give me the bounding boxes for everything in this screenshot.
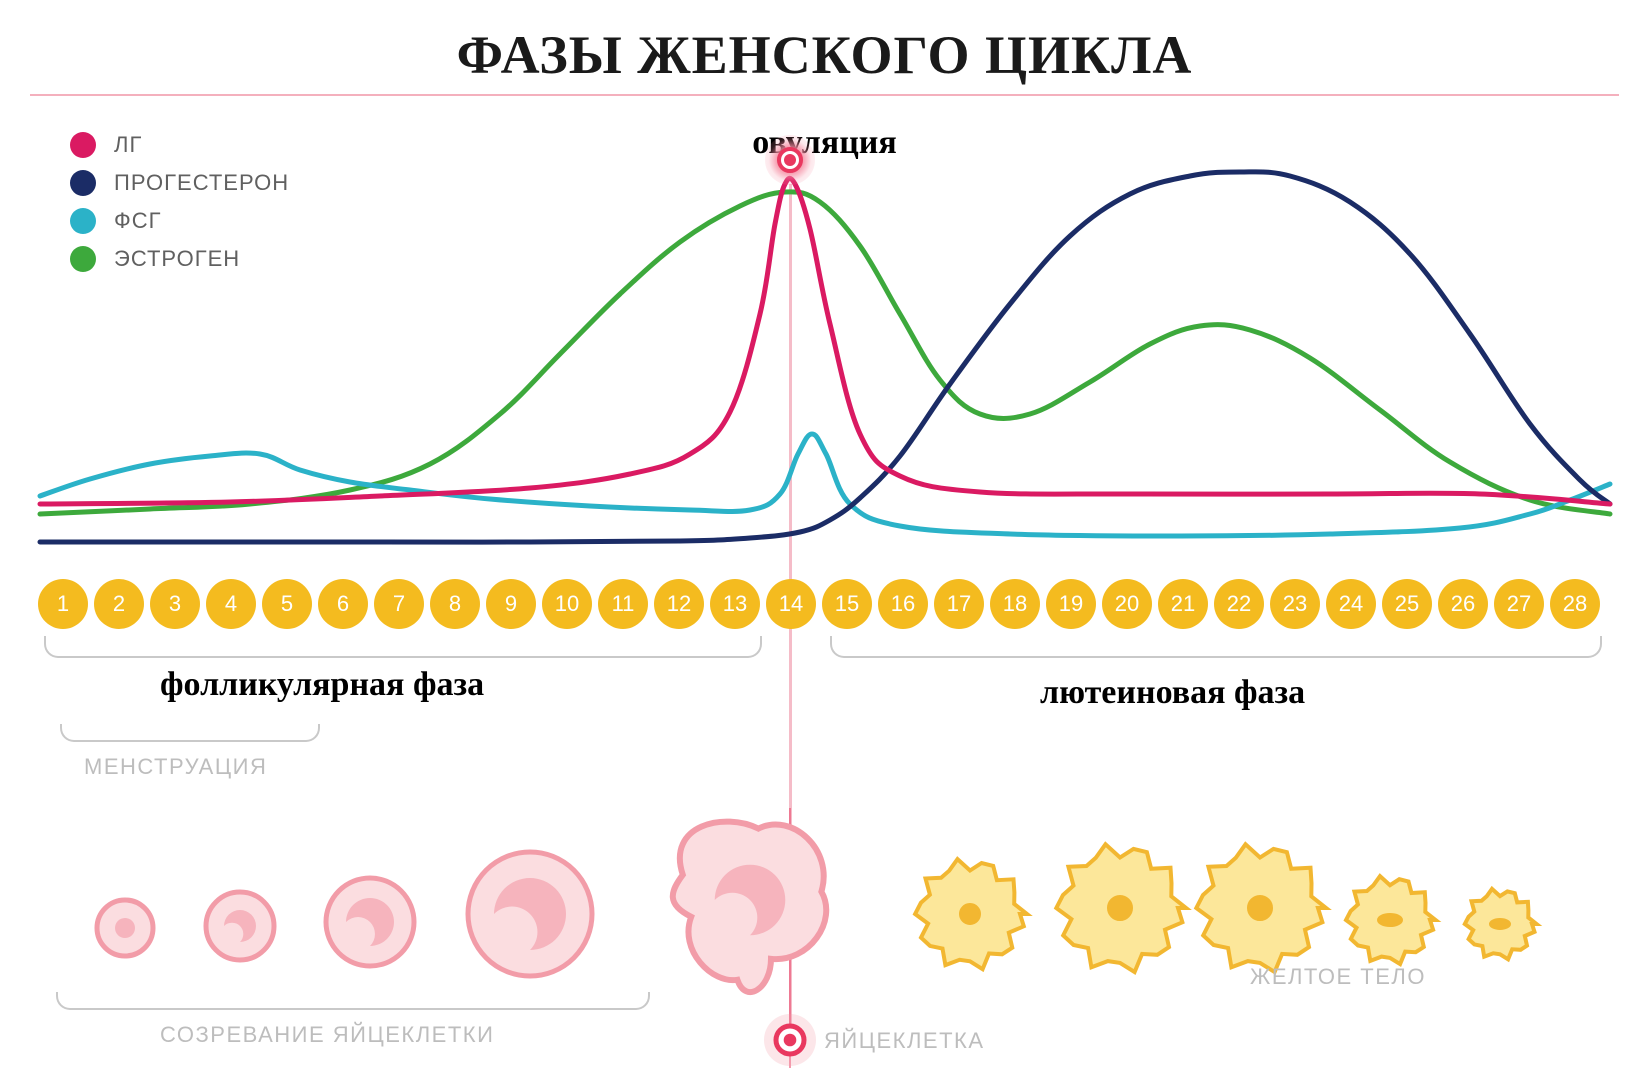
day-24: 24: [1326, 579, 1376, 629]
day-28: 28: [1550, 579, 1600, 629]
released-egg: [764, 1014, 816, 1066]
chart-area: [30, 154, 1619, 554]
corpus-luteum-4: [1346, 876, 1436, 964]
day-22: 22: [1214, 579, 1264, 629]
day-16: 16: [878, 579, 928, 629]
corpus-luteum-1: [915, 859, 1027, 969]
page-title: ФАЗЫ ЖЕНСКОГО ЦИКЛА: [30, 24, 1619, 86]
day-23: 23: [1270, 579, 1320, 629]
follicular-label: фолликулярная фаза: [160, 666, 484, 704]
follicle-1: [97, 900, 153, 956]
day-6: 6: [318, 579, 368, 629]
day-8: 8: [430, 579, 480, 629]
day-5: 5: [262, 579, 312, 629]
curve-estrogen: [40, 192, 1610, 514]
menstruation-bracket: [60, 724, 320, 742]
follicle-3: [326, 878, 414, 966]
maturation-bracket: [56, 992, 650, 1010]
day-2: 2: [94, 579, 144, 629]
menstruation-label: МЕНСТРУАЦИЯ: [84, 754, 267, 780]
hormone-chart: [30, 154, 1619, 554]
day-20: 20: [1102, 579, 1152, 629]
day-19: 19: [1046, 579, 1096, 629]
follicle-4: [468, 852, 592, 976]
day-4: 4: [206, 579, 256, 629]
day-3: 3: [150, 579, 200, 629]
day-1: 1: [38, 579, 88, 629]
day-17: 17: [934, 579, 984, 629]
luteal-label: лютеиновая фаза: [1040, 674, 1305, 712]
diagram-container: ФАЗЫ ЖЕНСКОГО ЦИКЛА ЛГПРОГЕСТЕРОНФСГЭСТР…: [30, 24, 1619, 1055]
day-axis: 1234567891011121314151617181920212223242…: [30, 579, 1619, 629]
follicle-2: [206, 892, 274, 960]
curve-progesterone: [40, 172, 1610, 542]
corpus-luteum-3: [1196, 844, 1326, 972]
maturation-label: СОЗРЕВАНИЕ ЯЙЦЕКЛЕТКИ: [160, 1022, 494, 1048]
day-14: 14: [766, 579, 816, 629]
day-25: 25: [1382, 579, 1432, 629]
day-11: 11: [598, 579, 648, 629]
day-7: 7: [374, 579, 424, 629]
day-15: 15: [822, 579, 872, 629]
ovulating-follicle: [673, 822, 826, 993]
day-27: 27: [1494, 579, 1544, 629]
day-9: 9: [486, 579, 536, 629]
follicular-bracket: [44, 636, 762, 658]
corpus-luteum-5: [1465, 889, 1537, 959]
luteal-bracket: [830, 636, 1602, 658]
corpus-luteum-2: [1056, 844, 1186, 972]
day-18: 18: [990, 579, 1040, 629]
top-divider: [30, 94, 1619, 96]
day-10: 10: [542, 579, 592, 629]
corpus-luteum-label: ЖЕЛТОЕ ТЕЛО: [1250, 964, 1426, 990]
day-21: 21: [1158, 579, 1208, 629]
day-26: 26: [1438, 579, 1488, 629]
egg-cell-label: ЯЙЦЕКЛЕТКА: [824, 1028, 985, 1054]
day-13: 13: [710, 579, 760, 629]
day-12: 12: [654, 579, 704, 629]
